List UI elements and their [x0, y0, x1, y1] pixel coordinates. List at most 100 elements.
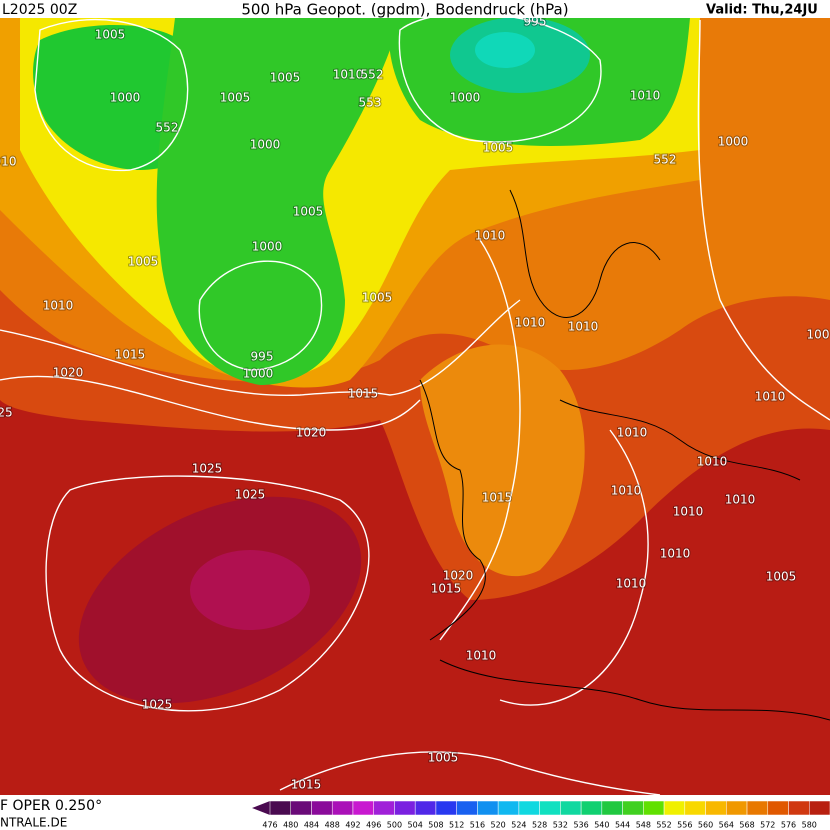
isobar-label: 010: [0, 155, 16, 169]
isobar-label: 1010: [630, 89, 661, 103]
isobar-label: 1020: [296, 426, 327, 440]
color-swatch: [767, 800, 789, 816]
colorbar-label: 516: [470, 821, 485, 830]
run-time: L2025 00Z: [2, 2, 77, 18]
color-swatch: [663, 800, 686, 816]
colorbar-label: 572: [760, 821, 775, 830]
isobar-label: 552: [156, 121, 179, 135]
color-swatch: [456, 800, 478, 816]
colorbar-label: 492: [345, 821, 360, 830]
isobar-label: 1025: [142, 698, 173, 712]
isobar-label: 1010: [660, 547, 691, 561]
colorbar-label: 484: [304, 821, 319, 830]
color-swatch: [684, 800, 706, 816]
color-swatch: [560, 800, 582, 816]
colorbar-label: 528: [532, 821, 547, 830]
colorbar-label: 520: [491, 821, 506, 830]
color-swatch: [331, 800, 354, 816]
isobar-label: 1005: [362, 291, 393, 305]
colorbar-label: 480: [283, 821, 298, 830]
isobar-label: 553: [359, 96, 382, 110]
isobars: [0, 12, 830, 796]
isobar-label: 1005: [483, 141, 514, 155]
colorbar-label: 524: [511, 821, 526, 830]
isobar-label: 1010: [333, 68, 364, 82]
isobar-label: 1010: [515, 316, 546, 330]
isobar-label: 552: [361, 68, 384, 82]
color-swatch: [809, 800, 830, 816]
model-name: F OPER 0.250°: [0, 798, 102, 814]
color-swatch: [726, 800, 748, 816]
isobar-label: 1005: [428, 751, 459, 765]
isobar-label: 1005: [220, 91, 251, 105]
color-swatch: [290, 800, 312, 816]
colorbar-label: 580: [802, 821, 817, 830]
isobar-label: 1000: [250, 138, 281, 152]
colorbar-label: 540: [594, 821, 609, 830]
isobar-label: 1015: [431, 582, 462, 596]
isobar-label: 1005: [128, 255, 159, 269]
isobar-label: 552: [654, 153, 677, 167]
color-swatch: [622, 800, 644, 816]
color-swatch: [539, 800, 561, 816]
colorbar-label: 532: [553, 821, 568, 830]
color-swatch: [269, 800, 291, 816]
colorbar-label: 544: [615, 821, 630, 830]
isobar-label: 1015: [348, 387, 379, 401]
header-bar: [0, 0, 830, 18]
colorbar-label: 512: [449, 821, 464, 830]
color-swatch: [788, 800, 810, 816]
colorbar-label: 536: [573, 821, 588, 830]
isobar-label: 1025: [235, 488, 266, 502]
colorbar-label: 560: [698, 821, 713, 830]
color-swatch: [352, 800, 374, 816]
coastlines: [419, 189, 830, 721]
isobar-label: 1020: [53, 366, 84, 380]
colorbar: 476 480 484 488 492 496 500 504 508 512 516 520 524 5…: [252, 800, 830, 830]
isobar-label: 1010: [475, 229, 506, 243]
isobar-label: 995: [251, 350, 274, 364]
isobar-label: 100: [807, 328, 830, 342]
color-swatch: [705, 800, 727, 816]
isobar-label: 1000: [110, 91, 141, 105]
color-swatch: [518, 800, 540, 816]
isobar-label: 1005: [95, 28, 126, 42]
valid-time: Valid: Thu,24JU: [706, 3, 818, 18]
colorbar-label: 568: [739, 821, 754, 830]
color-swatch: [477, 800, 499, 816]
isobar-label: 1015: [115, 348, 146, 362]
colorbar-label: 504: [408, 821, 423, 830]
colorbar-label: 576: [781, 821, 796, 830]
isobar-label: 1000: [718, 135, 749, 149]
isobar-label: 25: [0, 406, 13, 420]
color-swatch: [601, 800, 623, 816]
color-swatch: [497, 800, 520, 816]
colorbar-label: 552: [656, 821, 671, 830]
isobar-label: 1015: [482, 491, 513, 505]
isobar-label: 1010: [725, 493, 756, 507]
color-swatch: [414, 800, 437, 816]
isobar-label: 1010: [466, 649, 497, 663]
isobar-label: 1010: [673, 505, 704, 519]
isobar-label: 1010: [568, 320, 599, 334]
isobar-label: 1010: [616, 577, 647, 591]
isobar-label: 1005: [293, 205, 324, 219]
colorbar-label: 496: [366, 821, 381, 830]
colorbar-label: 556: [677, 821, 692, 830]
isobar-label: 1025: [192, 462, 223, 476]
isobar-label: 1010: [43, 299, 74, 313]
isobar-label: 1000: [252, 240, 283, 254]
colorbar-label: 548: [636, 821, 651, 830]
colorbar-arrow: [252, 801, 270, 815]
isobar-label: 1000: [450, 91, 481, 105]
map-field: [0, 17, 830, 795]
isobar-label: 1010: [617, 426, 648, 440]
isobar-label: 1005: [270, 71, 301, 85]
colorbar-label: 488: [325, 821, 340, 830]
isobar-label: 1000: [243, 367, 274, 381]
isobar-label: 1010: [755, 390, 786, 404]
color-swatch: [311, 800, 333, 816]
color-swatch: [435, 800, 457, 816]
